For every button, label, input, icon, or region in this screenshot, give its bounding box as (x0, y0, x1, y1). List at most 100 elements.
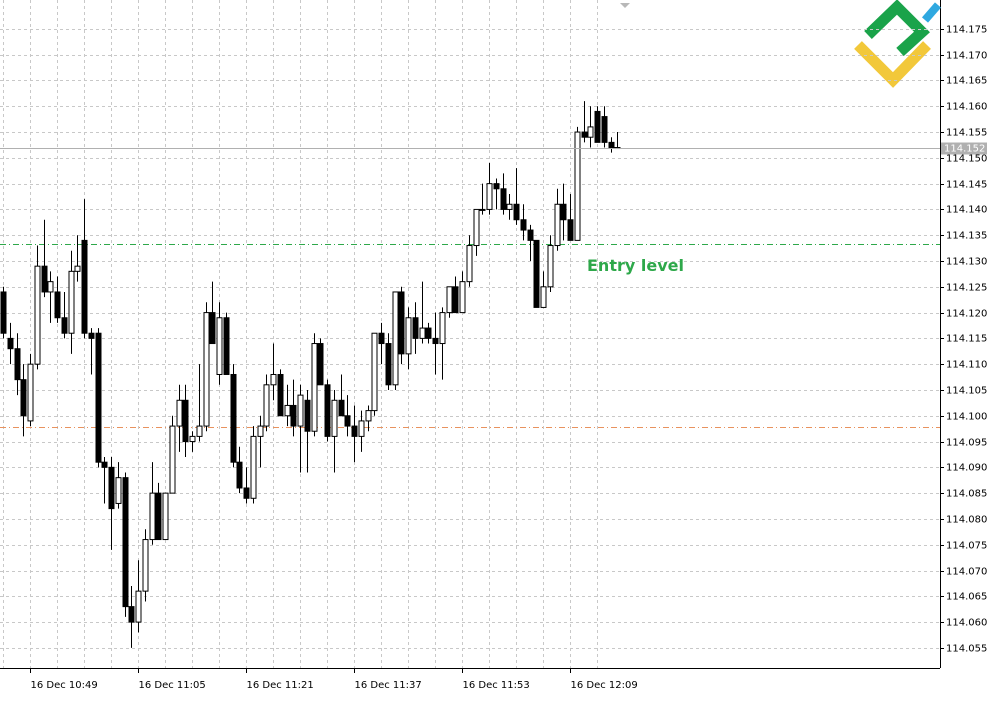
candle-body (257, 425, 264, 437)
y-tick-label: 114.080 (946, 515, 987, 526)
candle-body (446, 286, 453, 314)
candle-body (473, 208, 480, 247)
candle-body (351, 425, 358, 437)
y-tick-label: 114.130 (946, 257, 987, 268)
candle-body (277, 373, 284, 417)
candle-body (95, 332, 102, 463)
candle-body (608, 141, 615, 149)
candle-body (182, 399, 189, 443)
candle-body (122, 477, 129, 608)
candle-body (149, 492, 156, 541)
candle-body (7, 337, 14, 350)
candle-body (209, 312, 216, 345)
candle-body (304, 399, 311, 432)
candle-body (311, 343, 318, 432)
candle-body (513, 203, 520, 221)
y-tick-label: 114.145 (946, 180, 987, 191)
candle-body (533, 239, 540, 308)
y-tick-label: 114.155 (946, 128, 987, 139)
candle-body (115, 477, 122, 504)
x-tick-label: 16 Dec 11:37 (355, 680, 422, 691)
candle-body (203, 312, 210, 427)
candle-body (68, 270, 75, 334)
y-tick-label: 114.170 (946, 51, 987, 62)
candle-body (176, 399, 183, 427)
candle-body (520, 219, 527, 231)
candle-body (142, 539, 149, 592)
candle-body (378, 332, 385, 345)
y-tick-label: 114.140 (946, 205, 987, 216)
candle-body (263, 384, 270, 427)
y-tick-label: 114.175 (946, 25, 987, 36)
candle-body (540, 286, 547, 308)
candle-body (500, 188, 507, 210)
x-tick-label: 16 Dec 10:49 (31, 680, 98, 691)
y-tick-label: 114.125 (946, 283, 987, 294)
y-tick-label: 114.120 (946, 309, 987, 320)
candle-body (101, 461, 108, 468)
candle-body (506, 203, 513, 210)
candle-body (169, 425, 176, 494)
y-tick-label: 114.135 (946, 231, 987, 242)
y-tick-label: 114.100 (946, 412, 987, 423)
y-tick-label: 114.065 (946, 592, 987, 603)
current-price-label: 114.152 (944, 144, 985, 155)
candle-body (128, 606, 135, 623)
candle-body (243, 487, 250, 499)
candle-body (290, 404, 297, 427)
candle-body (405, 317, 412, 355)
y-tick-label: 114.165 (946, 76, 987, 87)
x-tick-label: 16 Dec 11:21 (247, 680, 314, 691)
x-tick-label: 16 Dec 12:09 (571, 680, 638, 691)
candle-body (385, 343, 392, 386)
candle-body (47, 281, 54, 293)
candle-body (135, 590, 142, 623)
candle-body (34, 265, 41, 365)
candle-body (196, 425, 203, 437)
logo-blue (921, 2, 942, 23)
y-tick-label: 114.160 (946, 102, 987, 113)
candle-body (14, 348, 21, 381)
candle-body (61, 317, 68, 334)
candle-body (365, 410, 372, 422)
candle-body (344, 415, 351, 427)
y-tick-label: 114.095 (946, 438, 987, 449)
current-price-tag (941, 142, 987, 155)
candle-body (338, 399, 345, 417)
candle-body (493, 183, 500, 190)
candle-body (236, 461, 243, 489)
candle-body (392, 291, 399, 386)
shift-marker (620, 3, 630, 8)
y-tick-label: 114.060 (946, 618, 987, 629)
y-tick-label: 114.055 (946, 644, 987, 655)
candle-body (466, 245, 473, 283)
candle-body (567, 219, 574, 241)
candle-body (358, 420, 365, 437)
candle-body (27, 363, 34, 422)
candle-body (81, 239, 88, 334)
candle-body (189, 435, 196, 443)
candle-body (162, 492, 169, 541)
level-label: Entry level (587, 256, 684, 275)
candle-body (459, 281, 466, 314)
candle-body (270, 373, 277, 386)
candle-body (601, 116, 608, 143)
candle-body (297, 394, 304, 427)
y-tick-label: 114.110 (946, 360, 987, 371)
candle-body (54, 291, 61, 319)
y-tick-label: 114.070 (946, 567, 987, 578)
candle-body (284, 404, 291, 417)
candle-body (412, 317, 419, 339)
candle-body (230, 373, 237, 463)
candle-body (439, 312, 446, 345)
y-tick-label: 114.090 (946, 463, 987, 474)
candle-body (560, 203, 567, 221)
y-tick-label: 114.105 (946, 386, 987, 397)
candle-body (108, 466, 115, 510)
candle-body (324, 384, 331, 437)
candle-body (452, 286, 459, 314)
candle-body (425, 327, 432, 339)
y-tick-label: 114.075 (946, 541, 987, 552)
candle-body (223, 317, 230, 375)
